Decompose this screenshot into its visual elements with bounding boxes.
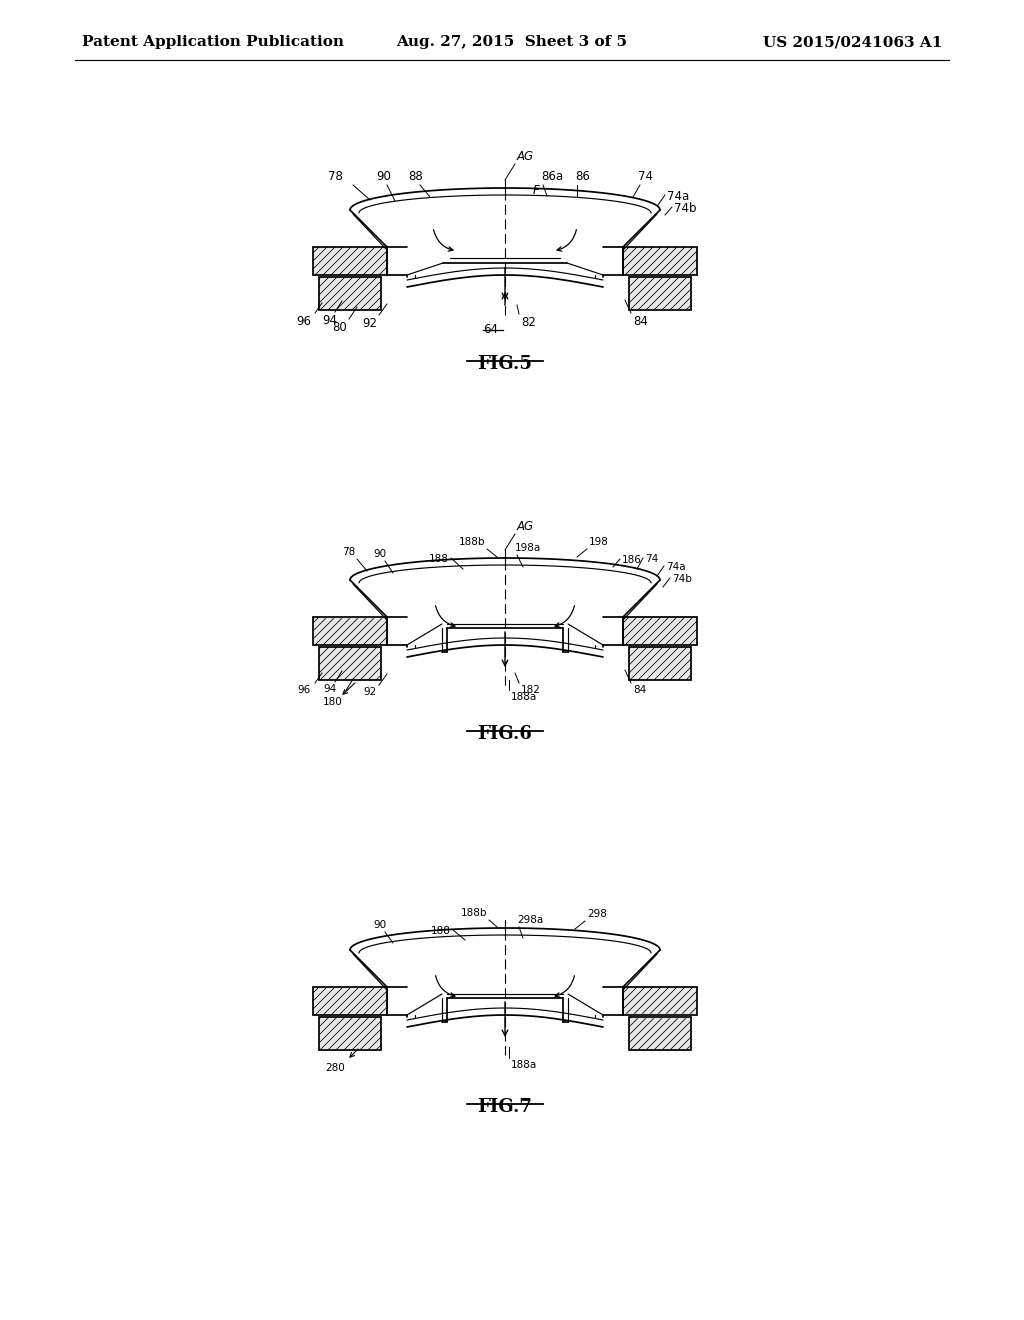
Bar: [623, 616, 697, 645]
Text: 78: 78: [328, 170, 343, 183]
Text: US 2015/0241063 A1: US 2015/0241063 A1: [763, 36, 942, 49]
Bar: [629, 277, 691, 310]
Text: 74a: 74a: [666, 562, 686, 572]
Text: F: F: [534, 185, 540, 198]
Text: 86a: 86a: [541, 170, 563, 183]
Text: FIG.6: FIG.6: [477, 725, 532, 743]
Text: Patent Application Publication: Patent Application Publication: [82, 36, 344, 49]
Text: FIG.5: FIG.5: [477, 355, 532, 374]
Text: 74b: 74b: [672, 574, 692, 583]
Bar: [319, 1016, 381, 1049]
Text: 298: 298: [587, 909, 607, 919]
Text: 186: 186: [622, 554, 642, 565]
Text: 88: 88: [409, 170, 423, 183]
Text: 90: 90: [374, 920, 387, 931]
Bar: [319, 647, 381, 680]
Text: 90: 90: [374, 549, 387, 558]
Text: 180: 180: [324, 697, 343, 708]
Bar: [629, 647, 691, 680]
Text: 74: 74: [645, 554, 658, 564]
Bar: [313, 247, 387, 275]
Text: 188a: 188a: [511, 692, 538, 702]
Text: Aug. 27, 2015  Sheet 3 of 5: Aug. 27, 2015 Sheet 3 of 5: [396, 36, 628, 49]
Text: 80: 80: [332, 321, 347, 334]
Text: 198: 198: [589, 537, 609, 546]
Text: 86: 86: [575, 170, 590, 183]
Text: 280: 280: [326, 1063, 345, 1073]
Text: AG: AG: [517, 520, 535, 533]
Text: AG: AG: [517, 150, 535, 162]
Text: FIG.7: FIG.7: [477, 1098, 532, 1115]
Text: 64: 64: [483, 323, 498, 337]
Text: 96: 96: [296, 315, 311, 327]
Text: 82: 82: [521, 315, 536, 329]
Bar: [623, 987, 697, 1015]
Text: 182: 182: [521, 685, 541, 696]
Text: 94: 94: [324, 684, 337, 694]
Text: 188: 188: [429, 554, 449, 564]
Text: 84: 84: [633, 685, 646, 696]
Bar: [313, 616, 387, 645]
Text: 188b: 188b: [461, 908, 487, 917]
Text: 188a: 188a: [511, 1060, 538, 1071]
Text: 298a: 298a: [517, 915, 544, 925]
Text: 96: 96: [298, 685, 311, 696]
Text: 94: 94: [322, 314, 337, 327]
Text: 78: 78: [342, 546, 355, 557]
Text: 188: 188: [431, 927, 451, 936]
Text: 92: 92: [362, 317, 377, 330]
Text: 74b: 74b: [674, 202, 696, 214]
Text: 84: 84: [633, 315, 648, 327]
Text: 74: 74: [638, 170, 653, 183]
Text: 74a: 74a: [667, 190, 689, 203]
Bar: [629, 1016, 691, 1049]
Text: 92: 92: [364, 686, 377, 697]
Text: 188b: 188b: [459, 537, 485, 546]
Text: 90: 90: [376, 170, 391, 183]
Text: 198a: 198a: [515, 543, 542, 553]
Bar: [313, 987, 387, 1015]
Bar: [319, 277, 381, 310]
Bar: [623, 247, 697, 275]
